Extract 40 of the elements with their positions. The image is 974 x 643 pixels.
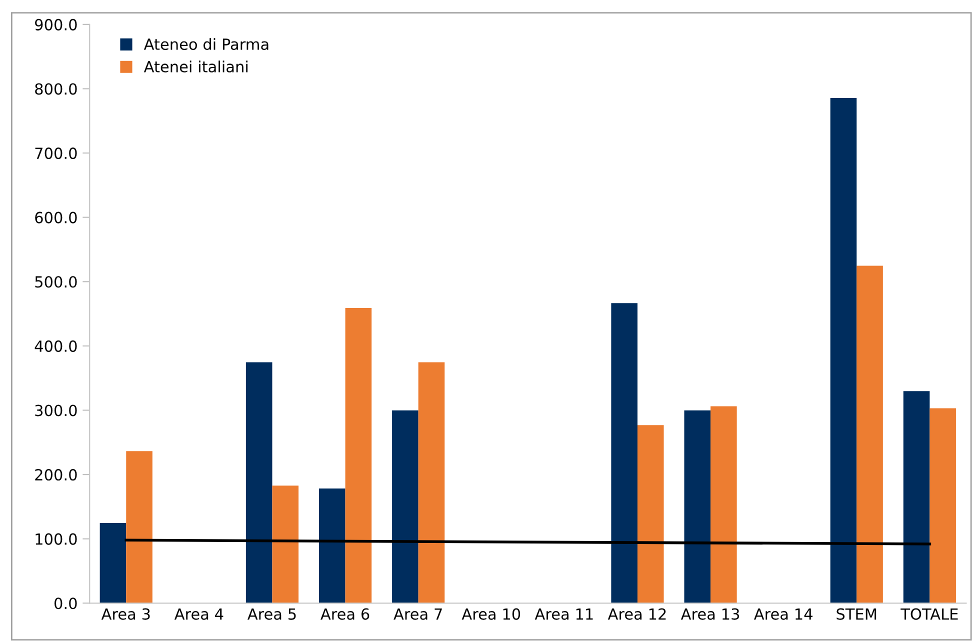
bar (318, 488, 346, 604)
x-tick-label: Area 14 (754, 608, 812, 620)
bar (856, 266, 883, 604)
bar (930, 408, 956, 604)
bar (903, 391, 930, 604)
bar (637, 425, 664, 604)
legend-label: Ateneo di Parma (144, 38, 268, 50)
y-tick-label: 500.0 (35, 276, 77, 288)
y-tick-label: 200.0 (35, 469, 77, 481)
bar (684, 410, 711, 604)
bar (345, 308, 372, 604)
x-tick-label: STEM (836, 608, 876, 620)
y-tick-label: 300.0 (35, 404, 77, 416)
x-tick-label: TOTALE (900, 608, 958, 620)
bar (830, 98, 857, 604)
x-tick-label: Area 10 (462, 608, 520, 620)
x-tick-label: Area 3 (101, 608, 150, 620)
x-tick-label: Area 5 (247, 608, 296, 620)
y-tick-label: 900.0 (35, 18, 77, 30)
bar (710, 406, 737, 604)
legend-label: Atenei italiani (144, 60, 248, 72)
x-tick-label: Area 11 (534, 608, 593, 620)
bar (126, 451, 152, 604)
bar (418, 362, 445, 604)
x-tick-label: Area 6 (320, 608, 370, 620)
y-tick-label: 400.0 (34, 340, 77, 352)
y-tick-label: 700.0 (35, 148, 77, 160)
bar (272, 486, 299, 604)
bar (100, 523, 126, 604)
x-tick-label: Area 13 (680, 608, 740, 620)
y-tick-label: 0.0 (54, 598, 77, 610)
bar (611, 303, 638, 604)
x-tick-label: Area 7 (394, 608, 442, 620)
y-tick-label: 600.0 (35, 212, 77, 224)
y-tick-label: 100.0 (36, 533, 77, 545)
x-tick-label: Area 12 (608, 608, 666, 620)
y-tick-label: 800.0 (35, 83, 77, 95)
bar (246, 362, 272, 604)
x-tick-label: Area 4 (174, 608, 224, 620)
bar (392, 410, 418, 604)
